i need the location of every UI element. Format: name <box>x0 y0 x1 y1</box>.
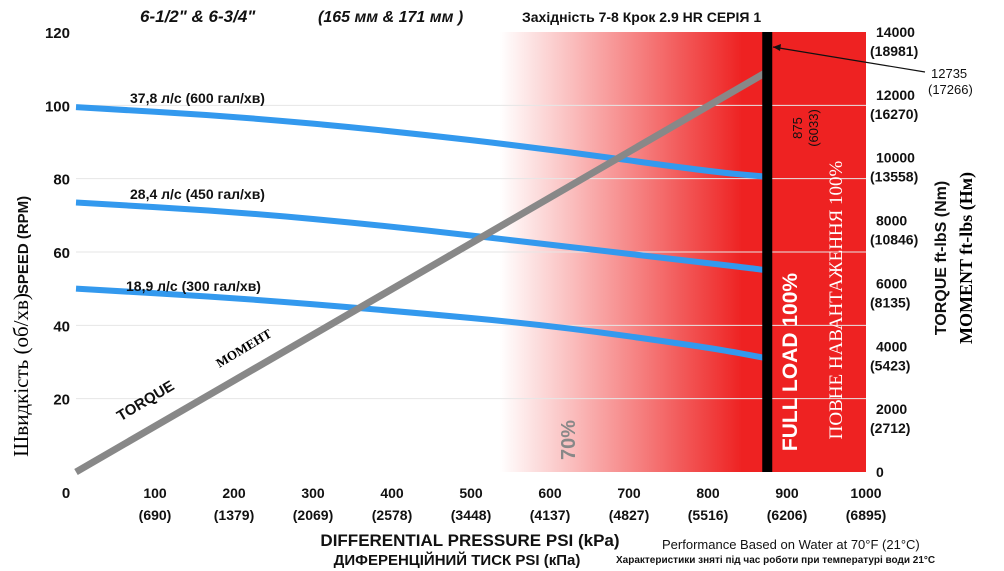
y-left-tick-label: 120 <box>45 25 70 42</box>
x-tick-label: 700 <box>617 485 641 501</box>
x-tick-sublabel: (4827) <box>609 507 649 523</box>
y-right-tick-sublabel: (10846) <box>870 232 918 248</box>
x-tick-sublabel: (2069) <box>293 507 333 523</box>
x-tick-sublabel: (3448) <box>451 507 491 523</box>
y-left-tick-label: 20 <box>53 392 70 409</box>
note-en: Performance Based on Water at 70°F (21°C… <box>662 537 920 552</box>
y-right-tick-sublabel: (2712) <box>870 420 910 436</box>
y-right-tick-label: 12000 <box>876 87 915 103</box>
y-left-tick-label: 80 <box>53 172 70 189</box>
series-label: 18,9 л/с (300 гал/хв) <box>126 278 261 294</box>
torque-line <box>74 68 770 476</box>
note-ua: Характеристики зняті під час роботи при … <box>616 554 935 566</box>
y-right-tick-sublabel: (18981) <box>870 43 918 59</box>
x-tick-label: 100 <box>143 485 167 501</box>
x-tick-label: 1000 <box>850 485 881 501</box>
y-right-tick-label: 0 <box>876 464 884 480</box>
series-lines: 37,8 л/с (600 гал/хв) 28,4 л/с (450 гал/х… <box>74 68 770 476</box>
y-right-tick-sublabel: (8135) <box>870 294 910 310</box>
max-pressure-psi-label: 875 <box>790 117 805 139</box>
y-left-label-ua: Швидкість (об/хв) <box>9 293 33 457</box>
x-tick-label: 600 <box>538 485 562 501</box>
y-right-label-ua: MOMENT ft-lbs (Нм) <box>956 172 977 344</box>
left-axis-ticks: 20 40 60 80 100 120 0 <box>45 25 70 502</box>
y-left-tick-label: 100 <box>45 98 70 115</box>
y-right-tick-label: 8000 <box>876 213 907 229</box>
grid <box>76 104 866 400</box>
y-right-tick-sublabel: (13558) <box>870 169 918 185</box>
x-tick-label: 800 <box>696 485 720 501</box>
x-tick-sublabel: (1379) <box>214 507 254 523</box>
y-right-tick-label: 6000 <box>876 275 907 291</box>
flow-line-1 <box>75 104 768 180</box>
origin-label: 0 <box>62 485 70 502</box>
flow-line-2 <box>75 199 768 274</box>
max-torque-label: 12735 <box>931 66 967 81</box>
series-label: 37,8 л/с (600 гал/хв) <box>130 90 265 106</box>
series-label: 28,4 л/с (450 гал/хв) <box>130 186 265 202</box>
full-load-ua-label: ПОВНЕ НАВАНТАЖЕННЯ 100% <box>826 160 847 439</box>
flow-line-3 <box>75 285 768 362</box>
x-tick-label: 500 <box>459 485 483 501</box>
y-right-label-en: TORQUE ft-lbS (Nm) <box>933 181 950 335</box>
y-right-tick-sublabel: (5423) <box>870 357 910 373</box>
full-load-label: FULL LOAD 100% <box>779 273 802 451</box>
x-tick-label: 900 <box>775 485 799 501</box>
y-left-tick-label: 40 <box>53 318 70 335</box>
x-tick-label: 400 <box>380 485 404 501</box>
y-right-tick-label: 10000 <box>876 150 915 166</box>
x-tick-sublabel: (690) <box>139 507 172 523</box>
x-tick-sublabel: (4137) <box>530 507 570 523</box>
y-left-tick-label: 60 <box>53 245 70 262</box>
max-torque-pointer-arrowhead <box>773 44 781 51</box>
y-right-tick-sublabel: (16270) <box>870 106 918 122</box>
y-left-label-en: SPEED (RPM) <box>15 196 32 294</box>
pct70-label: 70% <box>558 420 580 460</box>
x-tick-label: 200 <box>222 485 246 501</box>
x-label-en: DIFFERENTIAL PRESSURE PSI (kPa) <box>320 531 619 550</box>
title-model: Західність 7-8 Крок 2.9 HR СЕРІЯ 1 <box>522 9 761 25</box>
y-right-tick-label: 2000 <box>876 401 907 417</box>
bottom-axis-ticks: 100 (690) 200 (1379) 300 (2069) 400 (2578) 500 (3… <box>139 485 887 523</box>
max-torque-nm-label: (17266) <box>928 82 973 97</box>
max-torque-pointer <box>772 46 926 73</box>
x-label-ua: ДИФЕРЕНЦІЙНИЙ ТИСК PSI (кПа) <box>334 551 581 569</box>
title-size-mm: (165 мм & 171 мм ) <box>318 9 463 26</box>
y-right-tick-label: 4000 <box>876 338 907 354</box>
x-tick-sublabel: (5516) <box>688 507 728 523</box>
x-tick-sublabel: (6895) <box>846 507 886 523</box>
full-load-limit-bar <box>762 32 773 472</box>
right-axis-ticks: 0 2000 (2712) 4000 (5423) 6000 (8135) 8000 (1084… <box>870 24 918 480</box>
x-tick-label: 300 <box>301 485 325 501</box>
y-right-tick-label: 14000 <box>876 24 915 40</box>
x-tick-sublabel: (6206) <box>767 507 807 523</box>
x-tick-sublabel: (2578) <box>372 507 412 523</box>
title-size-inches: 6-1/2" & 6-3/4" <box>140 7 256 26</box>
max-pressure-kpa-label: (6033) <box>806 109 821 147</box>
